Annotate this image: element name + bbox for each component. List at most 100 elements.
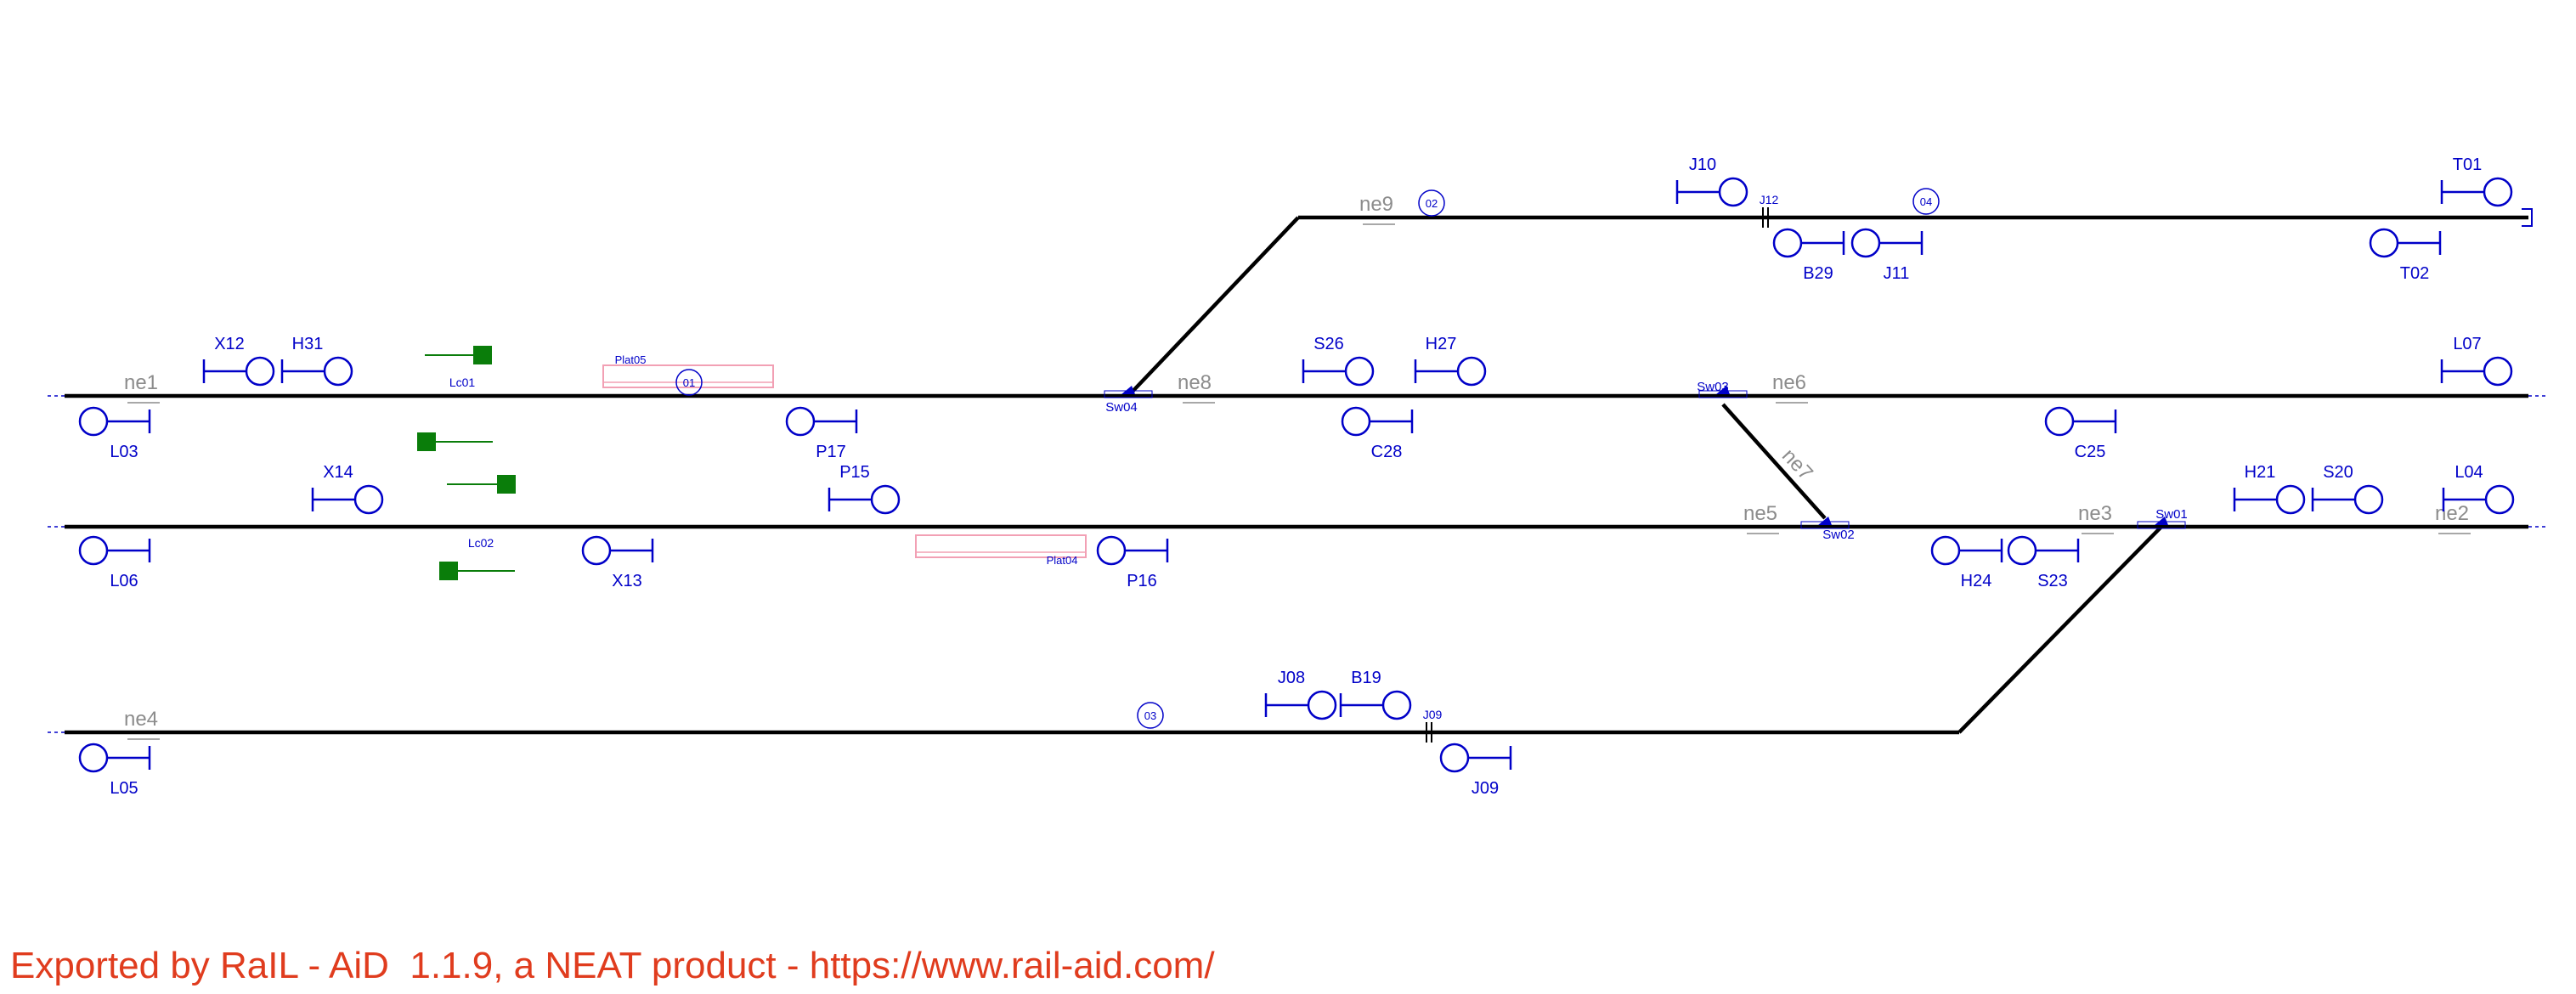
signal-head-icon	[78, 743, 109, 773]
signal-head-icon	[870, 484, 901, 515]
signal-p17: P17	[785, 406, 858, 461]
switch-point-icon	[1121, 386, 1135, 394]
level-crossing-box-icon	[473, 346, 492, 364]
signal-head-icon	[2369, 228, 2399, 258]
level-crossing-box-icon	[417, 432, 436, 451]
netelement-label: ne2	[2435, 502, 2469, 525]
level-crossing-label: Lc01	[449, 376, 476, 389]
signal-b29: B29	[1772, 228, 1845, 283]
route-marker-label: 03	[1144, 709, 1156, 722]
joint-label: J12	[1760, 193, 1779, 206]
route-marker-icon	[1418, 189, 1445, 217]
netelement-label: ne6	[1772, 371, 1806, 394]
signal-label: T02	[2400, 264, 2429, 283]
signal-label: S20	[2323, 463, 2353, 482]
signal-l04: L04	[2442, 463, 2515, 515]
platform-label: Plat04	[1047, 554, 1078, 567]
route-marker-icon	[675, 369, 703, 396]
annotation-layer: ne1ne2ne3ne4ne5ne6ne7ne8ne9Sw01Sw02Sw03S…	[124, 188, 2471, 743]
netelement-label: ne7	[1777, 444, 1817, 485]
signal-label: L04	[2455, 463, 2483, 482]
track-segment	[1127, 216, 1300, 398]
switch-frame	[1698, 390, 1748, 398]
signal-label: P15	[839, 463, 870, 482]
signal-head-icon	[1307, 690, 1337, 720]
netelement-label: ne3	[2078, 502, 2112, 525]
signal-j08: J08	[1264, 669, 1337, 720]
signal-h24: H24	[1930, 535, 2003, 590]
signal-h31: H31	[280, 335, 353, 387]
signal-t01: T01	[2440, 155, 2513, 207]
signal-head-icon	[1718, 177, 1748, 207]
signal-head-icon	[1341, 406, 1371, 437]
signal-s20: S20	[2311, 463, 2384, 515]
signal-label: H21	[2245, 463, 2276, 482]
signal-head-icon	[1439, 743, 1470, 773]
signal-label: L06	[110, 572, 138, 590]
route-marker-label: 04	[1920, 195, 1932, 208]
switch-point-icon	[1818, 517, 1832, 525]
signal-label: B19	[1351, 669, 1381, 687]
platform-label: Plat05	[615, 353, 647, 366]
joint-label: J09	[1423, 708, 1443, 721]
signal-x12: X12	[202, 335, 275, 387]
signal-head-icon	[353, 484, 384, 515]
signal-head-icon	[245, 356, 275, 387]
track-layer	[48, 208, 2549, 735]
signal-label: C28	[1371, 443, 1403, 461]
signal-label: J10	[1689, 155, 1716, 174]
signal-s23: S23	[2007, 535, 2080, 590]
signal-j11: J11	[1850, 228, 1924, 283]
signal-head-icon	[78, 535, 109, 566]
signal-x13: X13	[581, 535, 654, 590]
switch-frame	[1104, 390, 1153, 398]
signal-label: J08	[1278, 669, 1305, 687]
signal-head-icon	[1456, 356, 1487, 387]
signal-head-icon	[2044, 406, 2075, 437]
signal-label: X12	[214, 335, 245, 353]
netelement-label: ne8	[1178, 371, 1212, 394]
signal-head-icon	[2275, 484, 2306, 515]
platform-outline	[915, 534, 1087, 558]
platform-outline	[602, 364, 774, 388]
signal-layer: X12 H31 L03 P17 S26 H27 C28 C25 L07 J10 T01 B29 J11 T…	[78, 155, 2515, 798]
signal-label: C25	[2075, 443, 2106, 461]
switch-point-icon	[2155, 517, 2168, 525]
export-footer: Exported by RaIL - AiD 1.1.9, a NEAT pro…	[10, 945, 1215, 986]
route-marker-label: 01	[683, 376, 695, 389]
signal-head-icon	[1772, 228, 1803, 258]
signal-label: H31	[292, 335, 324, 353]
signal-l05: L05	[78, 743, 151, 798]
signal-label: X13	[612, 572, 642, 590]
switch-frame	[1800, 521, 1850, 529]
track-segment	[1721, 403, 1827, 520]
signal-x14: X14	[311, 463, 384, 515]
signal-head-icon	[2484, 484, 2515, 515]
signal-b19: B19	[1339, 669, 1412, 720]
level-crossing-layer: Lc01 Lc02	[417, 346, 516, 580]
netelement-label: ne1	[124, 371, 158, 394]
signal-label: T01	[2453, 155, 2482, 174]
signal-h27: H27	[1414, 335, 1487, 387]
switch-label: Sw04	[1105, 400, 1138, 415]
signal-label: H24	[1961, 572, 1992, 590]
signal-head-icon	[1344, 356, 1375, 387]
switch-point-icon	[1716, 386, 1730, 394]
signal-l07: L07	[2440, 335, 2513, 387]
level-crossing-box-icon	[439, 562, 458, 580]
signal-head-icon	[581, 535, 612, 566]
route-marker-icon	[1137, 702, 1164, 729]
signal-s26: S26	[1302, 335, 1375, 387]
signal-label: P16	[1127, 572, 1157, 590]
signal-head-icon	[323, 356, 353, 387]
signal-head-icon	[2353, 484, 2384, 515]
signal-l03: L03	[78, 406, 151, 461]
signal-label: L07	[2453, 335, 2481, 353]
signal-label: B29	[1803, 264, 1833, 283]
signal-head-icon	[2483, 356, 2513, 387]
netelement-label: ne4	[124, 708, 158, 731]
buffer-stop-icon	[2522, 208, 2533, 227]
route-marker-label: 02	[1426, 197, 1438, 210]
netelement-label: ne5	[1743, 502, 1777, 525]
